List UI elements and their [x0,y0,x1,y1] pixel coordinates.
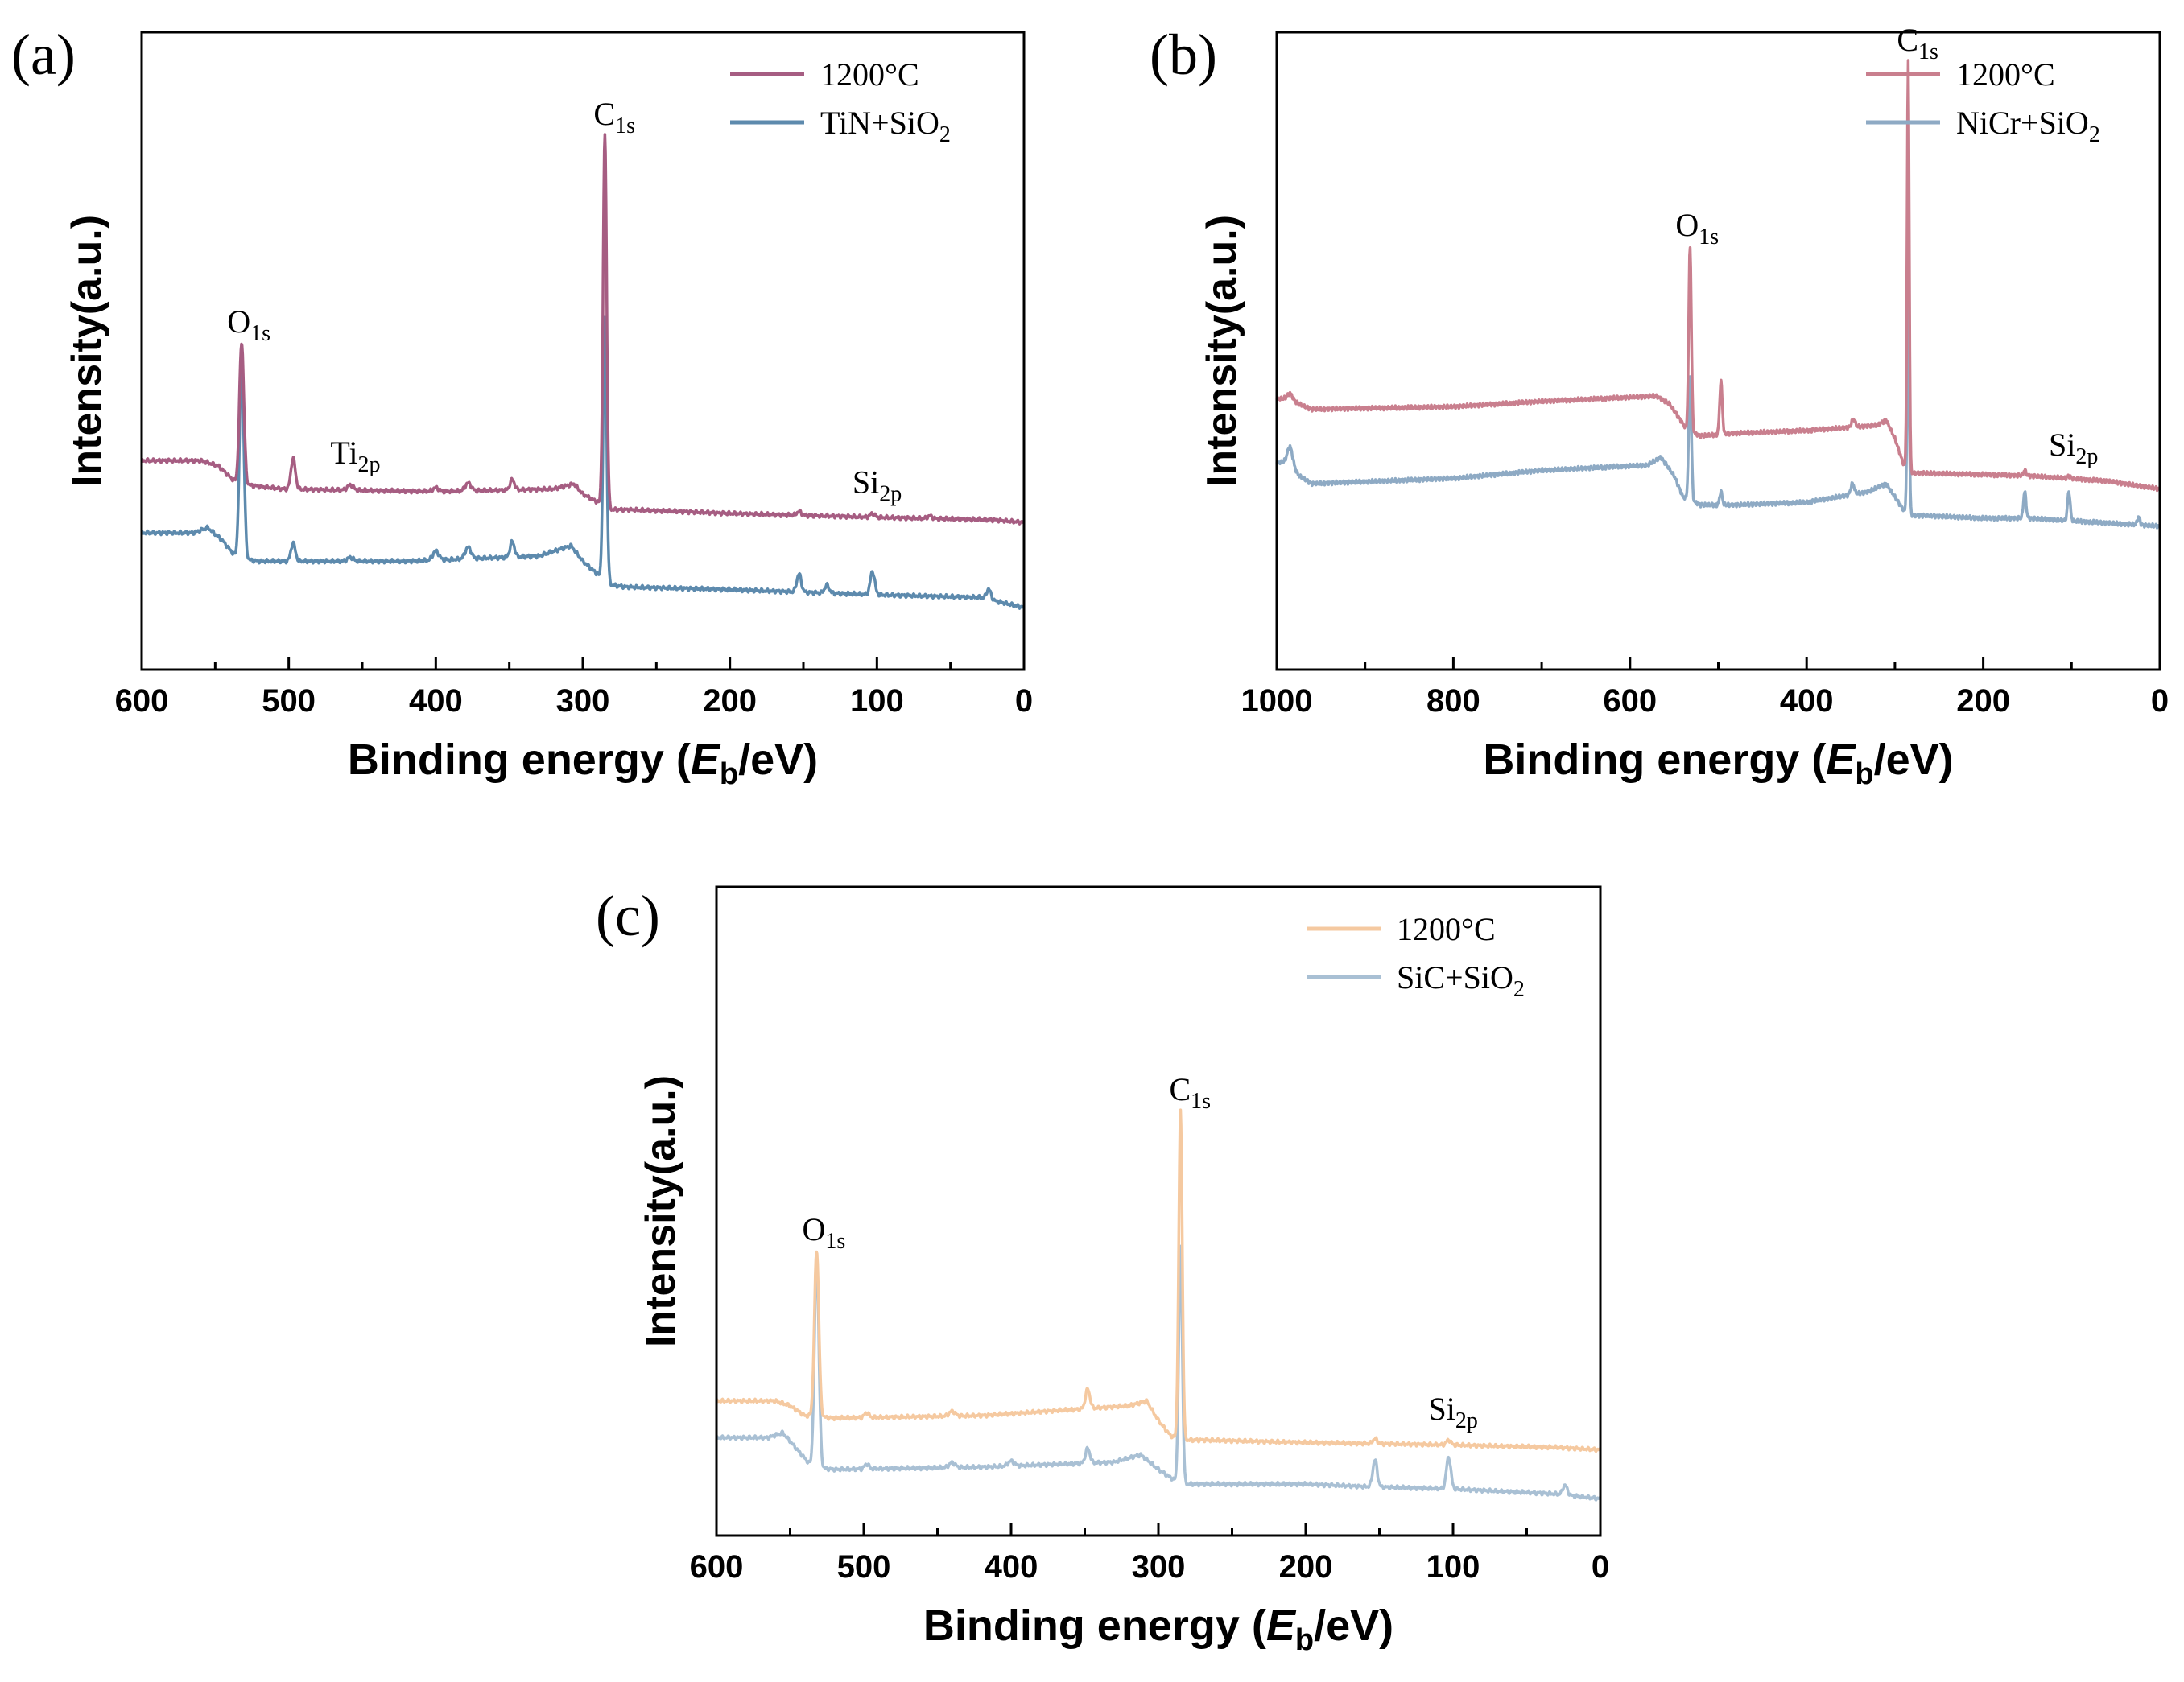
legend: 1200°C TiN+SiO2 [730,56,951,147]
x-tick-label: 500 [262,683,316,719]
peak-label-c1s: C1s [1169,1071,1211,1114]
panel-c: 600 500 400 300 200 100 0 Binding energy (Eb/eV… [596,884,1609,1657]
x-tick-label: 300 [556,683,610,719]
x-tick-label: 400 [1780,683,1834,719]
panel-a: 600 500 400 300 200 100 0 Binding energy (Eb/eV… [11,23,1033,791]
legend-label-1200c: 1200°C [1397,911,1496,947]
legend-label-reference: TiN+SiO2 [820,105,951,147]
legend-label-1200c: 1200°C [820,56,919,93]
peak-label-main: Si [2049,427,2075,463]
x-tick-label: 400 [409,683,463,719]
x-tick-label: 200 [1956,683,2010,719]
peak-label-si2p: Si2p [1429,1391,1478,1433]
x-tick-label: 200 [1279,1549,1333,1585]
x-axis-label-var: E [691,736,721,784]
x-axis-label-unit: /eV) [1314,1602,1393,1650]
peak-label-main: O [802,1211,825,1247]
x-tick-label: 500 [837,1549,891,1585]
x-axis-label-sub: b [720,757,738,791]
x-tick-label: 0 [1015,683,1033,719]
x-axis-label-unit: /eV) [738,736,818,784]
x-axis-label-main: Binding energy ( [1483,736,1826,784]
legend-label-reference: NiCr+SiO2 [1956,105,2100,147]
x-axis-label-main: Binding energy ( [923,1602,1266,1650]
peak-label-sub: 1s [250,321,270,346]
x-tick-label: 600 [690,1549,744,1585]
x-tick-label: 100 [850,683,904,719]
y-axis-label: Intensity(a.u.) [1199,215,1245,487]
panel-label: (b) [1150,23,1217,87]
peak-label-si2p: Si2p [853,464,902,507]
panel-b: 1000 800 600 400 200 0 Binding energy (Eb/eV) I… [1150,22,2169,791]
peak-label-sub: 1s [615,113,635,138]
series-line-reference [1275,301,2161,530]
x-axis-label: Binding energy (Eb/eV) [1483,736,1953,791]
legend: 1200°C SiC+SiO2 [1307,911,1525,1002]
legend-label-reference-main: SiC+SiO [1397,959,1513,996]
peak-label-main: C [1169,1071,1191,1107]
y-axis-label: Intensity(a.u.) [64,215,110,487]
legend-label-reference-main: NiCr+SiO [1956,105,2089,141]
legend-label-reference-sub: 2 [2089,122,2100,147]
peak-label-si2p: Si2p [2049,427,2098,469]
peak-label-sub: 2p [358,452,381,477]
x-axis-label: Binding energy (Eb/eV) [348,736,818,791]
series-line-1200c [1275,59,2161,493]
x-tick-label: 300 [1132,1549,1186,1585]
legend-label-reference-sub: 2 [939,122,951,147]
legend-label-reference-main: TiN+SiO [820,105,939,141]
x-tick-label: 100 [1426,1549,1480,1585]
x-axis-label-sub: b [1295,1623,1314,1657]
legend: 1200°C NiCr+SiO2 [1866,56,2100,147]
x-axis-label: Binding energy (Eb/eV) [923,1602,1393,1657]
peak-label-sub: 1s [1918,39,1938,64]
legend-label-1200c: 1200°C [1956,56,2055,93]
peak-label-main: O [227,303,250,340]
x-axis-label-unit: /eV) [1874,736,1954,784]
series-line-1200c [715,1108,1602,1453]
peak-label-c1s: C1s [593,96,635,138]
series-line-reference [140,315,1026,610]
x-tick-label: 800 [1426,683,1480,719]
peak-label-sub: 1s [1699,225,1719,249]
x-tick-label: 400 [985,1549,1038,1585]
peak-label-sub: 2p [879,482,902,507]
peak-label-o1s: O1s [802,1211,845,1254]
peak-label-ti2p: Ti2p [330,435,380,477]
peak-label-main: O [1675,207,1699,243]
x-axis-label-main: Binding energy ( [348,736,691,784]
x-axis-label-var: E [1826,736,1856,784]
peak-label-c1s: C1s [1897,22,1938,64]
legend-label-reference-sub: 2 [1513,977,1525,1002]
peak-label-main: C [1897,22,1918,58]
peak-label-main: Si [1429,1391,1455,1427]
series-line-1200c [140,133,1026,526]
peak-label-sub: 1s [1191,1089,1211,1114]
peak-label-o1s: O1s [227,303,270,346]
x-tick-label: 1000 [1241,683,1313,719]
peak-label-sub: 2p [1455,1408,1478,1433]
x-tick-label: 200 [703,683,757,719]
peak-label-main: Si [853,464,879,501]
peak-label-o1s: O1s [1675,207,1719,249]
series-line-reference [715,1244,1602,1502]
peak-label-main: C [593,96,615,132]
x-tick-label: 600 [1603,683,1657,719]
x-tick-label: 0 [1592,1549,1609,1585]
x-axis-label-var: E [1266,1602,1297,1650]
y-axis-label: Intensity(a.u.) [638,1075,684,1347]
peak-label-sub: 1s [825,1229,845,1254]
x-tick-label: 0 [2151,683,2169,719]
legend-label-reference: SiC+SiO2 [1397,959,1525,1002]
x-axis-label-sub: b [1855,757,1873,791]
x-tick-label: 600 [115,683,169,719]
panel-label: (c) [596,884,660,948]
peak-label-main: Ti [330,435,357,471]
panel-label: (a) [11,23,76,87]
peak-label-sub: 2p [2075,444,2098,469]
